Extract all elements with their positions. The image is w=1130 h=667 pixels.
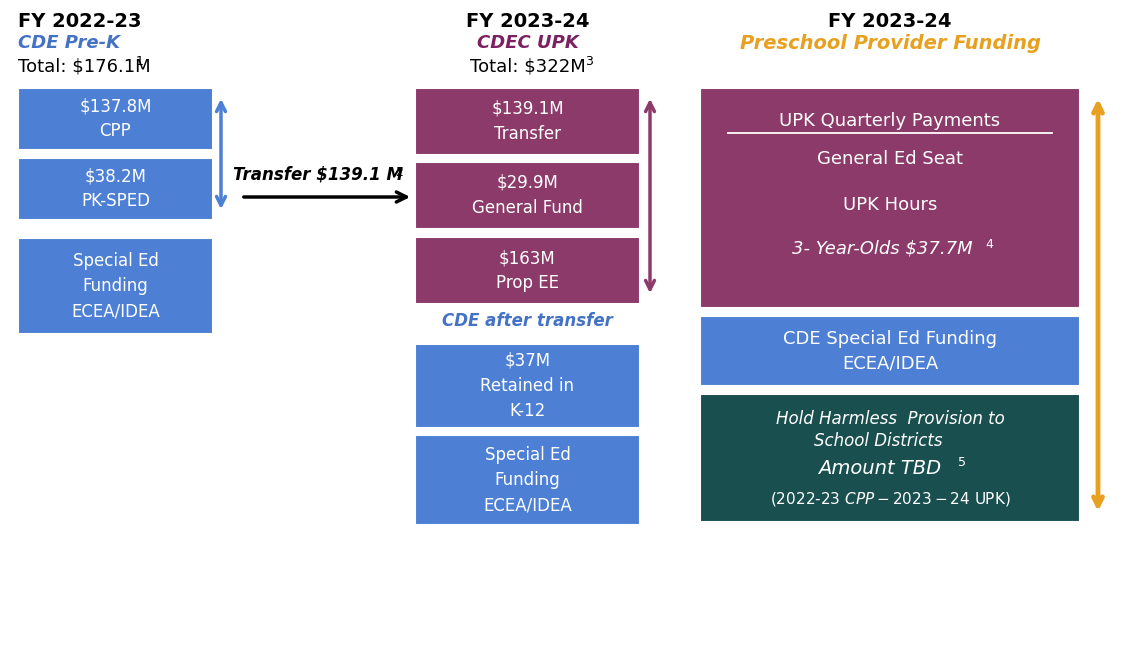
Text: UPK Quarterly Payments: UPK Quarterly Payments — [780, 112, 1000, 130]
FancyBboxPatch shape — [415, 435, 640, 525]
Text: School Districts: School Districts — [814, 432, 942, 450]
FancyBboxPatch shape — [18, 238, 212, 334]
Text: Special Ed
Funding
ECEA/IDEA: Special Ed Funding ECEA/IDEA — [71, 252, 159, 320]
Text: $163M
Prop EE: $163M Prop EE — [496, 249, 559, 292]
Text: Total: $322M: Total: $322M — [470, 57, 585, 75]
Text: 4: 4 — [985, 238, 993, 251]
FancyBboxPatch shape — [699, 316, 1080, 386]
Text: Transfer $139.1 M: Transfer $139.1 M — [233, 165, 403, 183]
Text: 1: 1 — [136, 55, 144, 68]
Text: $38.2M
PK-SPED: $38.2M PK-SPED — [81, 167, 150, 211]
Text: $29.9M
General Fund: $29.9M General Fund — [472, 174, 583, 217]
Text: Total: $176.1M: Total: $176.1M — [18, 57, 150, 75]
Text: FY 2022-23: FY 2022-23 — [18, 12, 141, 31]
Text: FY 2023-24: FY 2023-24 — [828, 12, 951, 31]
FancyBboxPatch shape — [415, 162, 640, 229]
Text: 2: 2 — [396, 166, 403, 179]
Text: Amount TBD: Amount TBD — [818, 459, 941, 478]
FancyBboxPatch shape — [415, 88, 640, 155]
Text: $137.8M
CPP: $137.8M CPP — [79, 97, 151, 141]
Text: $139.1M
Transfer: $139.1M Transfer — [492, 100, 564, 143]
Text: 3- Year-Olds $37.7M: 3- Year-Olds $37.7M — [792, 240, 972, 258]
FancyBboxPatch shape — [18, 88, 212, 150]
Text: CDE after transfer: CDE after transfer — [442, 312, 612, 330]
Text: 5: 5 — [958, 456, 966, 469]
Text: General Ed Seat: General Ed Seat — [817, 150, 963, 168]
FancyBboxPatch shape — [699, 394, 1080, 522]
Text: Hold Harmless  Provision to: Hold Harmless Provision to — [775, 410, 1005, 428]
FancyBboxPatch shape — [415, 344, 640, 428]
Text: CDEC UPK: CDEC UPK — [477, 34, 579, 52]
Text: CDE Special Ed Funding
ECEA/IDEA: CDE Special Ed Funding ECEA/IDEA — [783, 329, 997, 372]
Text: Preschool Provider Funding: Preschool Provider Funding — [739, 34, 1041, 53]
FancyBboxPatch shape — [699, 88, 1080, 308]
Text: $37M
Retained in
K-12: $37M Retained in K-12 — [480, 352, 574, 420]
Text: FY 2023-24: FY 2023-24 — [466, 12, 589, 31]
FancyBboxPatch shape — [18, 158, 212, 220]
FancyBboxPatch shape — [415, 237, 640, 304]
Text: 3: 3 — [585, 55, 593, 68]
Text: CDE Pre-K: CDE Pre-K — [18, 34, 120, 52]
Text: Special Ed
Funding
ECEA/IDEA: Special Ed Funding ECEA/IDEA — [484, 446, 572, 514]
Text: (2022-23 $ CPP - 2023-24 $ UPK): (2022-23 $ CPP - 2023-24 $ UPK) — [770, 490, 1010, 508]
Text: UPK Hours: UPK Hours — [843, 196, 937, 214]
